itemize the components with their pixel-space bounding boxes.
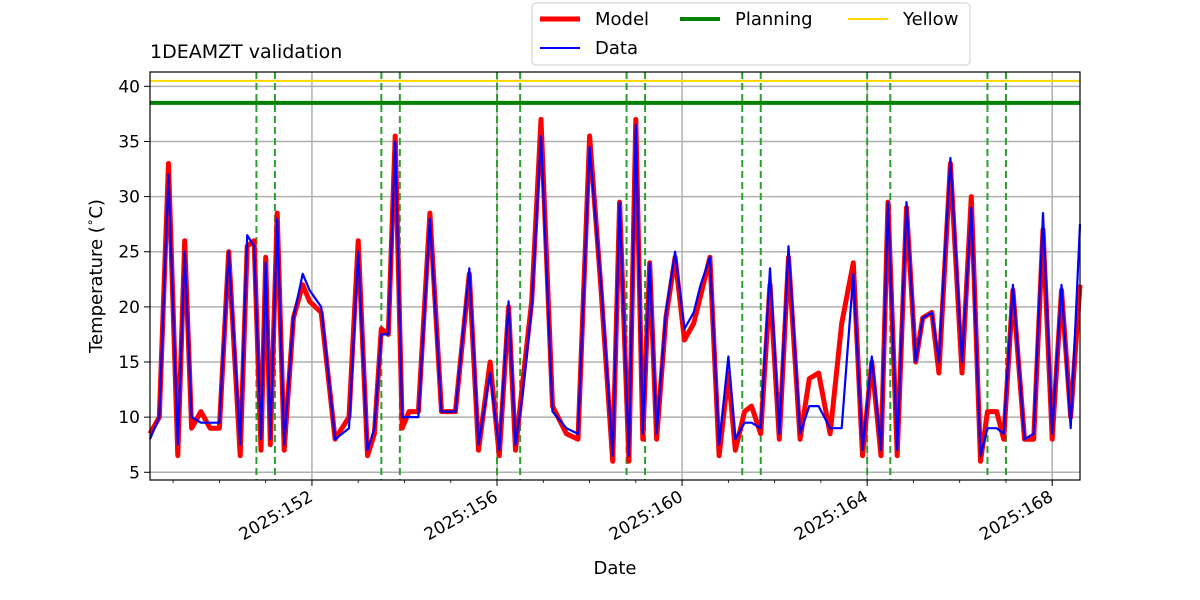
- legend: Model Data Planning Yellow: [531, 2, 971, 66]
- series: [147, 116, 1083, 464]
- legend-label-planning: Planning: [735, 9, 813, 30]
- y-tick-label: 20: [118, 298, 140, 318]
- legend-label-yellow: Yellow: [902, 9, 958, 30]
- grid: [150, 72, 1080, 480]
- data-series-line: [148, 123, 1082, 457]
- y-tick-label: 25: [118, 243, 140, 263]
- y-tick-label: 5: [129, 463, 140, 483]
- y-axis-label: Temperature (∘C): [83, 199, 107, 354]
- limit-lines: [150, 79, 1080, 105]
- legend-label-data: Data: [595, 38, 638, 59]
- y-tick-label: 40: [118, 77, 140, 97]
- x-axis-label: Date: [593, 558, 636, 579]
- y-tick-label: 30: [118, 188, 140, 208]
- chart-title: 1DEAMZT validation: [150, 41, 342, 63]
- y-tick-label: 15: [118, 353, 140, 373]
- plot-frame: [149, 71, 1081, 481]
- legend-label-model: Model: [595, 9, 649, 30]
- y-tick-label: 10: [118, 408, 140, 428]
- y-tick-label: 35: [118, 132, 140, 152]
